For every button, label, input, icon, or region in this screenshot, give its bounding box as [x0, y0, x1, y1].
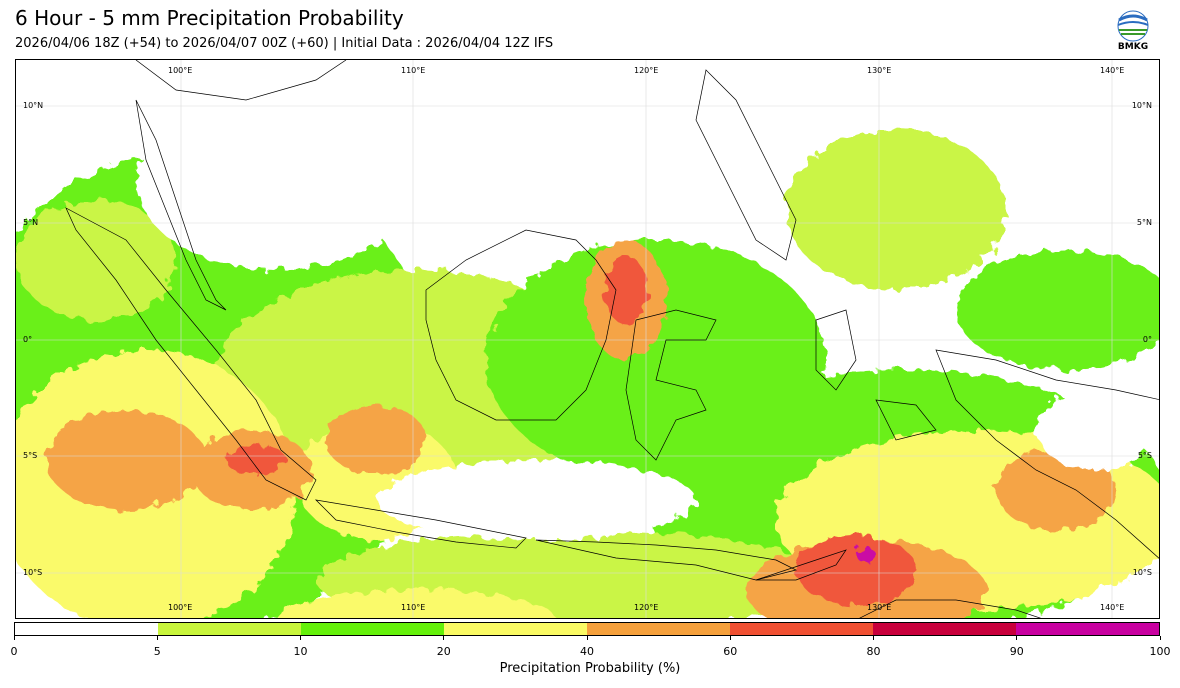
colorbar-tick-mark	[1016, 636, 1018, 640]
colorbar-tick-mark	[156, 636, 158, 640]
colorbar-label: Precipitation Probability (%)	[499, 661, 681, 676]
lat-tick-right-10n: 10°N	[1131, 101, 1152, 110]
lat-tick-left-5n: 5°N	[23, 218, 39, 227]
coastlines	[65, 60, 1159, 618]
lat-tick-right-10s: 10°S	[1132, 568, 1152, 577]
colorbar-tick-label: 90	[1009, 645, 1024, 658]
logo-text: BMKG	[1117, 42, 1149, 52]
colorbar-tick-mark	[1159, 636, 1161, 640]
colorbar-segment	[444, 623, 587, 635]
colorbar-tick-label: 40	[580, 645, 594, 658]
precipitation-map: 100°E 110°E 120°E 130°E 140°E 100°E 110°…	[15, 59, 1160, 619]
graticule	[16, 60, 1159, 618]
colorbar-segment	[730, 623, 873, 635]
precip-field	[16, 130, 1159, 618]
colorbar-tick-label: 80	[866, 645, 881, 658]
colorbar-tick-label: 100	[1149, 645, 1171, 658]
chart-subtitle: 2026/04/06 18Z (+54) to 2026/04/07 00Z (…	[15, 36, 554, 51]
colorbar-tick-mark	[443, 636, 445, 640]
lat-tick-left-5s: 5°S	[23, 451, 38, 460]
clear-areas	[136, 90, 1156, 540]
colorbar-tick-mark	[300, 636, 301, 640]
colorbar-segment	[15, 623, 158, 635]
colorbar-tick-mark	[586, 636, 588, 640]
colorbar-tick-label: 10	[293, 645, 308, 658]
lat-tick-right-0: 0°	[1142, 335, 1152, 344]
lon-tick-bottom-140: 140°E	[1100, 603, 1125, 612]
lat-tick-right-5s: 5°S	[1137, 451, 1152, 460]
colorbar-segment	[1016, 623, 1159, 635]
lon-tick-top-140: 140°E	[1100, 66, 1125, 75]
lon-tick-top-100: 100°E	[168, 66, 193, 75]
colorbar-tick-mark	[873, 636, 874, 640]
lat-tick-left-0: 0°	[23, 335, 33, 344]
colorbar-tick-mark	[729, 636, 731, 640]
colorbar-segment	[301, 623, 444, 635]
lon-tick-top-110: 110°E	[401, 66, 426, 75]
colorbar-tick-label: 5	[153, 645, 161, 658]
lat-tick-left-10n: 10°N	[23, 101, 44, 110]
lat-tick-right-5n: 5°N	[1136, 218, 1152, 227]
colorbar-segment	[873, 623, 1016, 635]
lon-tick-bottom-130: 130°E	[867, 603, 892, 612]
bmkg-logo	[1110, 8, 1156, 54]
lat-tick-left-10s: 10°S	[23, 568, 43, 577]
lon-tick-bottom-120: 120°E	[634, 603, 659, 612]
colorbar-tick-mark	[13, 636, 15, 640]
colorbar-tick-label: 0	[10, 645, 18, 658]
lon-tick-top-120: 120°E	[634, 66, 659, 75]
colorbar-tick-label: 60	[723, 645, 738, 658]
lon-tick-bottom-110: 110°E	[401, 603, 426, 612]
colorbar-segment	[158, 623, 301, 635]
chart-title: 6 Hour - 5 mm Precipitation Probability	[15, 6, 404, 30]
colorbar	[14, 622, 1160, 636]
colorbar-segment	[587, 623, 730, 635]
colorbar-tick-label: 20	[436, 645, 451, 658]
lon-tick-top-130: 130°E	[867, 66, 892, 75]
lon-tick-bottom-100: 100°E	[168, 603, 193, 612]
